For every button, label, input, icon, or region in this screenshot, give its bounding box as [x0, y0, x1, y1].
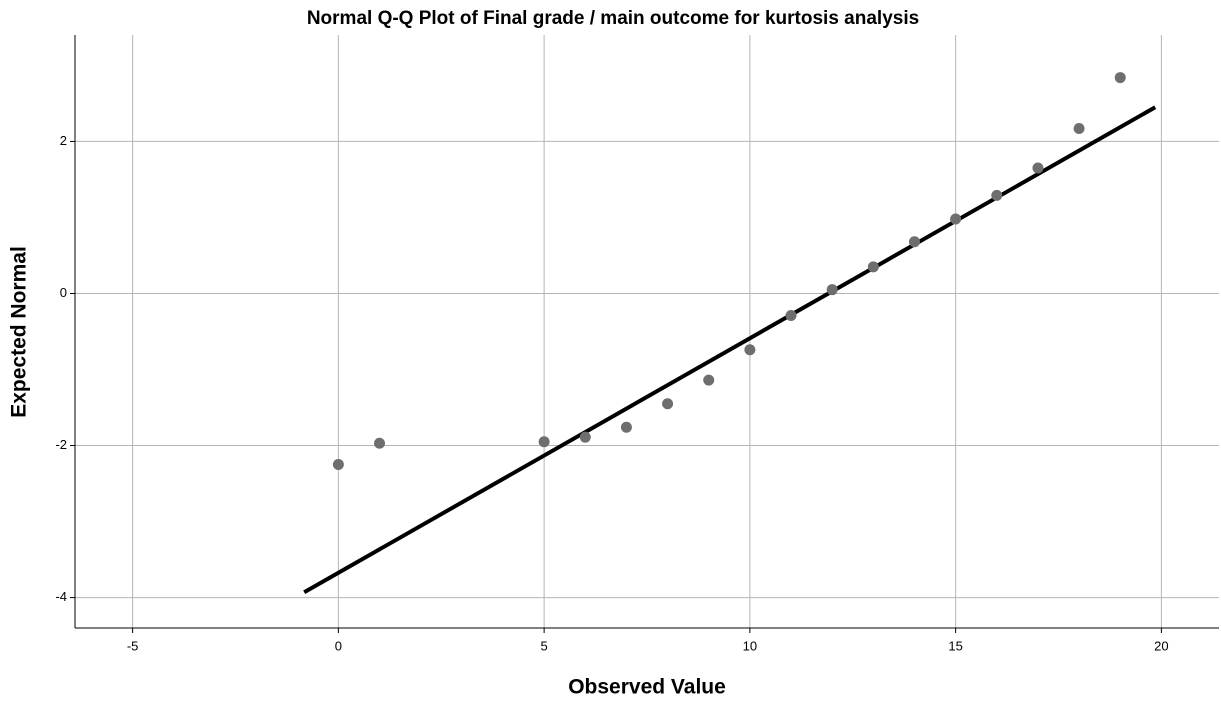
y-tick-label: 2 — [60, 133, 67, 148]
point — [950, 213, 962, 225]
point — [867, 261, 879, 273]
point — [785, 310, 797, 322]
x-tick-label: 10 — [743, 638, 757, 653]
reference-line — [303, 105, 1157, 595]
point — [744, 344, 756, 356]
y-tick-label: -4 — [55, 589, 67, 604]
y-tick-label: -2 — [55, 437, 67, 452]
x-tick-label: 15 — [948, 638, 962, 653]
x-tick-label: 0 — [335, 638, 342, 653]
point — [1114, 72, 1126, 84]
point — [703, 374, 715, 386]
x-axis-label: Observed Value — [568, 676, 726, 699]
point — [1032, 162, 1044, 174]
point — [620, 421, 632, 433]
x-tick-label: 20 — [1154, 638, 1168, 653]
x-tick-label: -5 — [127, 638, 139, 653]
point — [662, 398, 674, 410]
point — [538, 436, 550, 448]
point — [579, 431, 591, 443]
point — [908, 236, 920, 248]
y-tick-label: 0 — [60, 285, 67, 300]
point — [991, 189, 1003, 201]
point — [374, 437, 386, 449]
point — [1073, 123, 1085, 135]
chart-title: Normal Q-Q Plot of Final grade / main ou… — [307, 8, 919, 29]
y-axis-label: Expected Normal — [8, 246, 31, 418]
point — [826, 284, 838, 296]
x-tick-label: 5 — [541, 638, 548, 653]
point — [332, 459, 344, 471]
